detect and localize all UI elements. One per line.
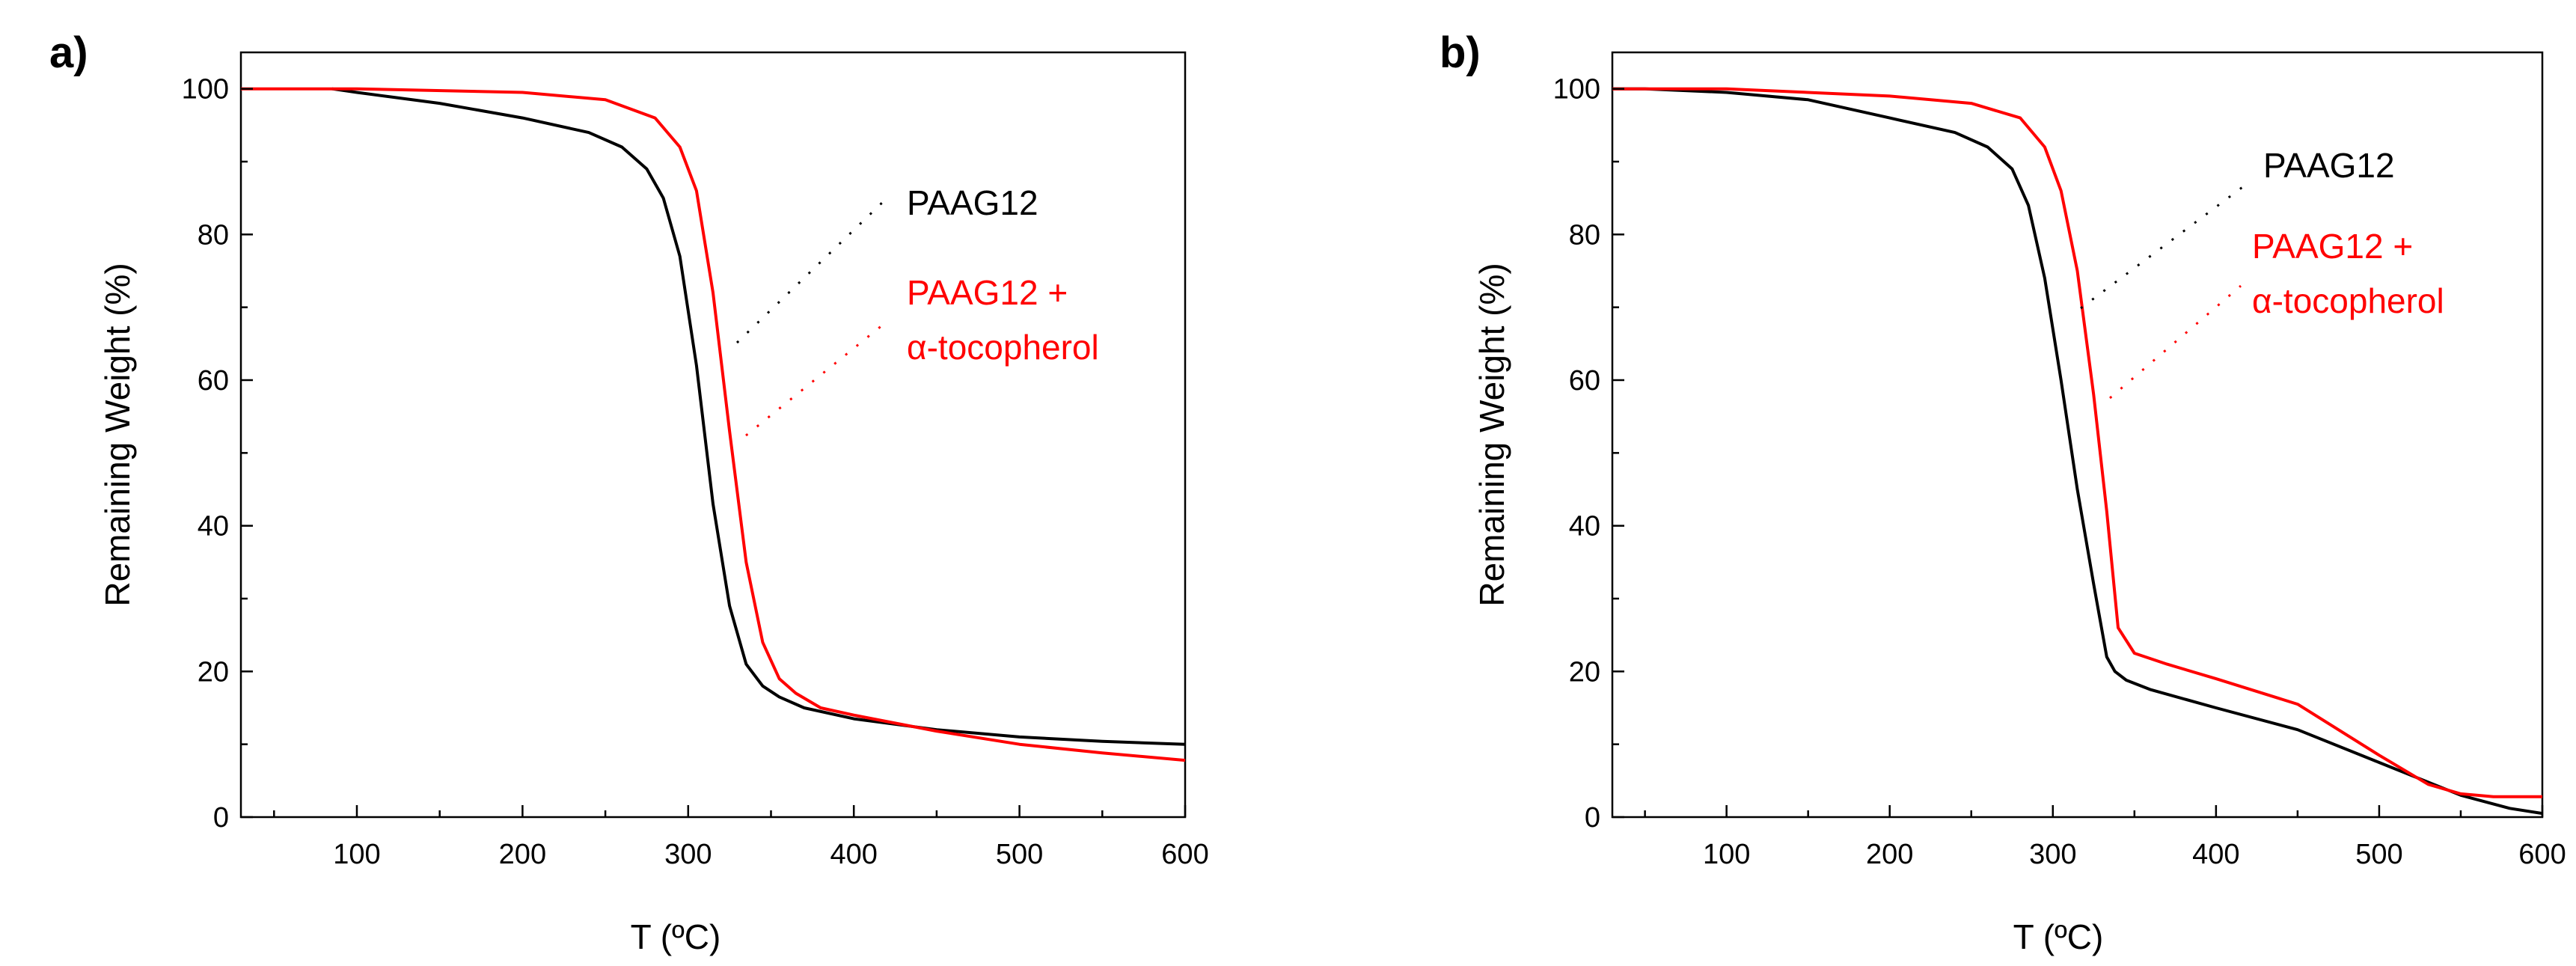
y-tick-label: 60 xyxy=(1569,365,1600,397)
panel-label-a: a) xyxy=(49,28,88,77)
y-tick-label: 80 xyxy=(1569,219,1600,251)
panel-a: a) 100 200 300 400 500 600 0 20 40 60 80 100 T (ºC… xyxy=(49,28,1209,956)
y-tick-label: 40 xyxy=(198,511,229,542)
x-tick-label: 600 xyxy=(2518,839,2566,870)
series-line-paag12-tocopherol xyxy=(241,87,1186,762)
legend-label-paag12: PAAG12 xyxy=(2263,146,2395,185)
y-tick-label: 100 xyxy=(1553,74,1600,106)
y-axis-ticks: 0 20 40 60 80 100 xyxy=(182,74,253,834)
y-tick-label: 0 xyxy=(213,802,229,834)
legend-label-tocopherol: α-tocopherol xyxy=(907,328,1099,367)
legend-leader-tocopherol xyxy=(2109,284,2242,400)
plot-frame xyxy=(239,51,1187,819)
x-tick-label: 100 xyxy=(1703,839,1750,870)
plot-frame xyxy=(1611,51,2544,819)
x-tick-label: 600 xyxy=(1161,839,1208,870)
x-axis-title: T (ºC) xyxy=(2013,917,2104,956)
y-tick-label: 40 xyxy=(1569,511,1600,542)
legend-leader-paag12 xyxy=(2080,184,2245,310)
legend-leader-tocopherol xyxy=(745,320,887,437)
x-tick-label: 400 xyxy=(2192,839,2239,870)
series-line-paag12 xyxy=(331,87,1186,746)
data-curves xyxy=(241,87,1186,762)
legend-label-paag12-plus: PAAG12 + xyxy=(2252,227,2413,266)
legend-label-paag12-plus: PAAG12 + xyxy=(907,273,1068,312)
x-tick-label: 100 xyxy=(333,839,380,870)
x-tick-label: 500 xyxy=(996,839,1043,870)
panel-b: b) 100 200 300 400 500 600 0 20 40 60 80 100 T (ºC… xyxy=(1440,28,2566,956)
x-axis-ticks: 100 200 300 400 500 600 xyxy=(273,805,1209,870)
x-tick-label: 300 xyxy=(2029,839,2076,870)
data-curves xyxy=(1612,87,2543,816)
y-tick-label: 20 xyxy=(198,656,229,688)
x-tick-label: 400 xyxy=(830,839,877,870)
legend-label-paag12: PAAG12 xyxy=(907,183,1038,222)
legend-label-tocopherol: α-tocopherol xyxy=(2252,281,2444,320)
legend-leader-paag12 xyxy=(735,199,886,344)
series-line-paag12 xyxy=(1612,87,2543,816)
x-axis-title: T (ºC) xyxy=(631,917,721,956)
series-line-paag12-tocopherol xyxy=(1612,87,2542,798)
y-axis-title: Remaining Weight (%) xyxy=(98,263,137,606)
y-tick-label: 60 xyxy=(198,365,229,397)
x-tick-label: 300 xyxy=(664,839,712,870)
y-tick-label: 20 xyxy=(1569,656,1600,688)
panel-label-b: b) xyxy=(1440,28,1481,77)
x-tick-label: 200 xyxy=(499,839,546,870)
y-axis-ticks: 0 20 40 60 80 100 xyxy=(1553,74,1624,834)
x-tick-label: 500 xyxy=(2355,839,2402,870)
y-tick-label: 80 xyxy=(198,219,229,251)
y-axis-title: Remaining Weight (%) xyxy=(1472,263,1511,606)
x-axis-ticks: 100 200 300 400 500 600 xyxy=(1644,805,2566,870)
y-tick-label: 0 xyxy=(1585,802,1600,834)
x-tick-label: 200 xyxy=(1866,839,1913,870)
y-tick-label: 100 xyxy=(182,74,229,106)
